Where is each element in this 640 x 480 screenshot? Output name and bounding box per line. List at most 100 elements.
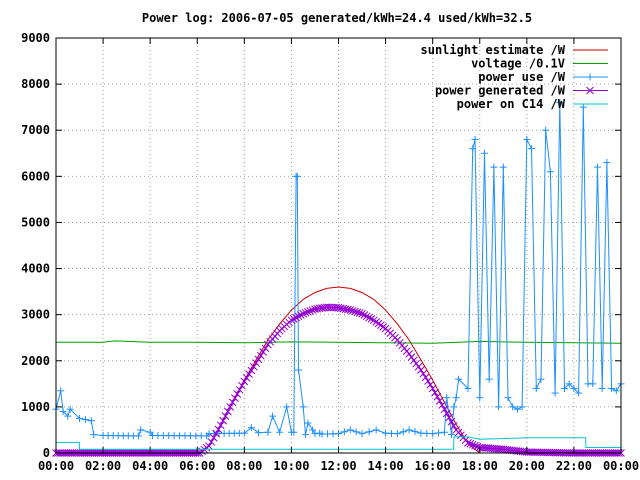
data-point: [294, 366, 302, 374]
data-point: [294, 312, 303, 321]
x-tick-label: 04:00: [132, 459, 168, 473]
data-point: [570, 384, 578, 392]
data-point: [360, 311, 369, 319]
data-point: [134, 432, 142, 440]
data-point: [537, 375, 545, 383]
data-point: [405, 426, 413, 434]
data-point: [593, 163, 601, 171]
data-point: [231, 394, 239, 402]
y-tick-label: 7000: [21, 123, 50, 137]
data-point: [561, 384, 568, 392]
data-point: [409, 356, 418, 365]
x-tick-label: 20:00: [509, 459, 545, 473]
data-point: [513, 405, 521, 413]
data-point: [546, 168, 554, 176]
data-point: [289, 315, 298, 323]
data-point: [412, 359, 421, 368]
y-tick-label: 9000: [21, 31, 50, 45]
data-point: [249, 362, 258, 371]
data-point: [433, 392, 442, 401]
legend-label: power use /W: [478, 70, 565, 84]
data-point: [452, 394, 460, 402]
data-point: [440, 428, 448, 436]
y-tick-label: 1000: [21, 400, 50, 414]
data-point: [335, 430, 342, 438]
data-point: [228, 398, 237, 407]
data-point: [309, 426, 317, 434]
data-point: [448, 431, 455, 439]
data-point: [259, 348, 268, 356]
data-point: [466, 439, 475, 448]
data-point: [221, 412, 230, 420]
data-point: [351, 307, 359, 316]
data-point: [518, 403, 526, 411]
series-line: [56, 436, 621, 450]
data-point: [290, 428, 298, 436]
data-point: [306, 307, 315, 315]
x-tick-label: 12:00: [320, 459, 356, 473]
data-point: [245, 370, 253, 379]
data-point: [443, 394, 451, 402]
data-point: [247, 424, 255, 432]
data-point: [387, 429, 395, 437]
data-point: [348, 306, 357, 315]
data-point: [299, 309, 308, 318]
data-point: [603, 159, 611, 166]
data-point: [59, 408, 67, 415]
data-point: [372, 426, 380, 434]
data-point: [219, 416, 227, 425]
data-point: [304, 419, 312, 427]
data-point: [353, 308, 362, 317]
data-point: [304, 308, 312, 316]
data-point: [393, 430, 401, 438]
data-point: [426, 380, 435, 389]
data-point: [358, 309, 366, 318]
data-point: [247, 366, 256, 375]
y-tick-label: 6000: [21, 169, 50, 183]
x-tick-label: 10:00: [273, 459, 309, 473]
data-point: [509, 403, 517, 411]
data-point: [355, 309, 364, 317]
data-point: [308, 306, 317, 314]
data-point: [399, 428, 407, 436]
x-tick-label: 06:00: [179, 459, 215, 473]
data-point: [256, 351, 265, 360]
data-point: [337, 304, 345, 313]
data-point: [450, 403, 458, 411]
data-point: [346, 426, 354, 434]
data-point: [532, 384, 540, 392]
series-line: [56, 340, 622, 344]
data-point: [490, 163, 498, 171]
x-tick-label: 22:00: [556, 459, 592, 473]
y-tick-label: 8000: [21, 77, 50, 91]
data-point: [579, 103, 587, 111]
data-point: [235, 385, 244, 394]
data-point: [233, 390, 242, 398]
data-point: [240, 429, 248, 437]
data-point: [528, 145, 536, 153]
data-point: [212, 429, 220, 438]
data-point: [283, 403, 291, 411]
x-tick-label: 08:00: [226, 459, 262, 473]
series-2: [52, 99, 625, 440]
y-tick-label: 4000: [21, 262, 50, 276]
data-point: [334, 303, 343, 312]
data-point: [346, 306, 355, 314]
x-tick-label: 00:00: [38, 459, 74, 473]
data-point: [435, 397, 444, 405]
data-point: [419, 369, 428, 378]
data-point: [240, 377, 249, 386]
data-point: [358, 430, 366, 438]
data-point: [612, 387, 620, 395]
data-point: [464, 439, 472, 447]
data-point: [367, 315, 376, 323]
legend-label: voltage /0.1V: [471, 57, 565, 71]
legend-label: sunlight estimate /W: [421, 43, 566, 57]
data-point: [287, 316, 296, 325]
x-tick-label: 14:00: [368, 459, 404, 473]
data-point: [556, 99, 564, 107]
data-point: [302, 431, 310, 439]
y-tick-label: 3000: [21, 308, 50, 322]
